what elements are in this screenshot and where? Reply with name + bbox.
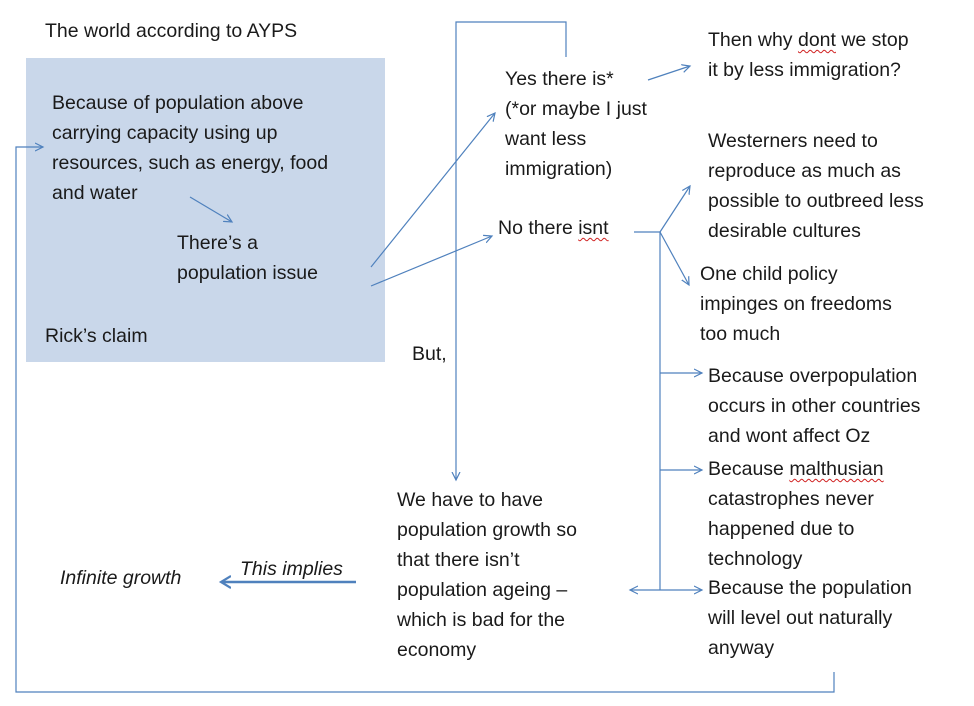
population-issue-node: There’s a population issue — [177, 232, 318, 284]
arrow-yes-to-immigration — [647, 66, 690, 81]
arrow-cause-to-issue — [189, 196, 232, 222]
arrow-no-to-outbreed — [659, 186, 690, 233]
this-implies-label: This implies — [240, 558, 343, 580]
arrow-issue-to-yes — [370, 113, 495, 268]
but-label: But, — [412, 343, 447, 365]
ricks-claim-label: Rick’s claim — [45, 325, 148, 347]
reason-level-out: Because the population will level out na… — [708, 577, 912, 659]
immigration-response: Then why dont we stop it by less immigrat… — [708, 29, 909, 81]
infinite-growth-node: Infinite growth — [60, 567, 182, 589]
yes-there-is-node: Yes there is* (*or maybe I just want les… — [505, 68, 647, 180]
diagram-title: The world according to AYPS — [45, 20, 298, 42]
arrow-no-to-one-child — [659, 231, 689, 285]
reason-outbreed: Westerners need to reproduce as much as … — [708, 130, 924, 242]
reason-one-child-policy: One child policy impinges on freedoms to… — [700, 263, 892, 345]
cause-text: Because of population above carrying cap… — [52, 92, 329, 204]
arrow-yes-loop-to-growth — [456, 21, 567, 480]
arrow-issue-to-no — [370, 236, 492, 287]
population-growth-node: We have to have population growth so tha… — [397, 489, 577, 661]
reason-malthusian: Because malthusian catastrophes never hap… — [708, 458, 884, 570]
no-there-isnt-node: No there isnt — [498, 217, 609, 239]
ricks-claim-box — [26, 58, 385, 362]
feedback-loop-arrow — [15, 147, 835, 693]
reason-other-countries: Because overpopulation occurs in other c… — [708, 365, 921, 447]
